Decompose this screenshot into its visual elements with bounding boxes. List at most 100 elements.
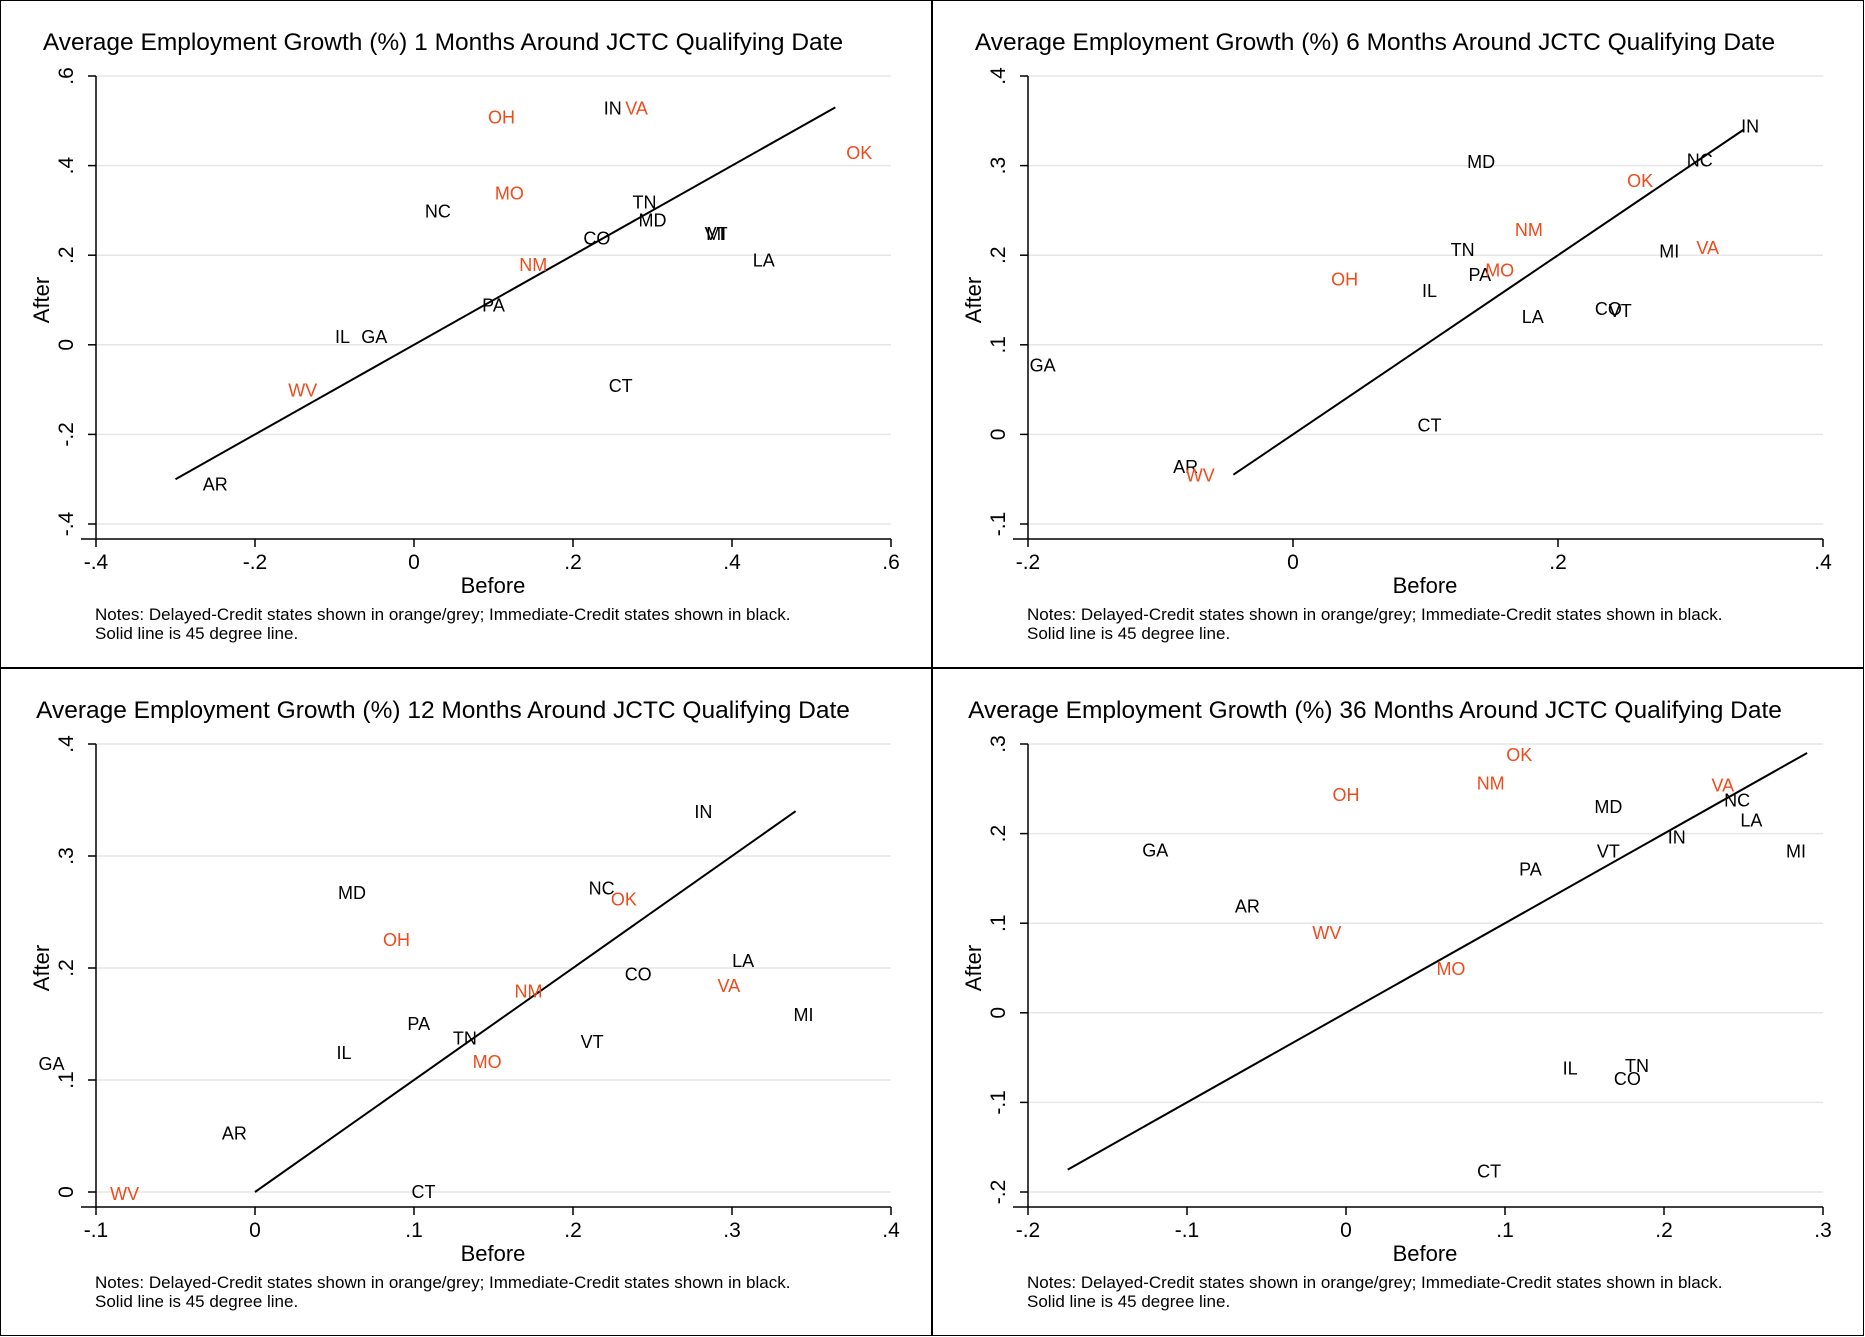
- data-point-wv: WV: [1312, 923, 1341, 943]
- x-tick-label: .4: [1814, 551, 1832, 574]
- panel-36-months: Average Employment Growth (%) 36 Months …: [932, 668, 1864, 1336]
- data-point-la: LA: [1522, 307, 1544, 327]
- data-point-oh: OH: [488, 107, 515, 127]
- x-tick-label: .2: [1655, 1219, 1673, 1242]
- data-point-vt: VT: [1609, 301, 1632, 321]
- x-tick-label: .2: [564, 1219, 582, 1242]
- y-tick-label: .2: [55, 959, 78, 977]
- x-tick-label: -.2: [243, 551, 268, 574]
- data-point-in: IN: [604, 98, 622, 118]
- data-point-tn: TN: [1625, 1056, 1649, 1076]
- x-tick-label: 0: [1340, 1219, 1352, 1242]
- data-point-vt: VT: [581, 1032, 604, 1052]
- y-tick-label: .4: [55, 735, 78, 753]
- data-point-tn: TN: [453, 1028, 477, 1048]
- data-point-ga: GA: [1030, 356, 1056, 376]
- x-tick-label: -.1: [1175, 1219, 1200, 1242]
- line-45-degree: [1067, 752, 1808, 1171]
- x-tick-label: -.2: [1016, 1219, 1041, 1242]
- y-tick-label: .3: [55, 847, 78, 865]
- y-tick-label: .2: [55, 246, 78, 264]
- data-point-mo: MO: [495, 183, 524, 203]
- data-point-il: IL: [1422, 281, 1437, 301]
- data-point-pa: PA: [407, 1014, 430, 1034]
- panel-6-months: Average Employment Growth (%) 6 Months A…: [932, 0, 1864, 668]
- data-point-mo: MO: [473, 1052, 502, 1072]
- x-tick-label: .2: [564, 551, 582, 574]
- data-point-md: MD: [639, 210, 667, 230]
- chart-notes: Notes: Delayed-Credit states shown in or…: [95, 605, 791, 643]
- y-tick-label: .3: [987, 157, 1010, 175]
- x-tick-label: -.4: [84, 551, 109, 574]
- y-tick-label: .6: [55, 67, 78, 85]
- x-axis-title: Before: [461, 1241, 526, 1266]
- y-axis-title: After: [961, 277, 986, 323]
- data-point-vt: VT: [705, 224, 728, 244]
- chart-notes: Notes: Delayed-Credit states shown in or…: [1027, 605, 1723, 643]
- x-tick-label: 0: [1287, 551, 1299, 574]
- x-tick-label: 0: [249, 1219, 261, 1242]
- chart-title: Average Employment Growth (%) 1 Months A…: [43, 29, 843, 56]
- data-point-in: IN: [1668, 827, 1686, 847]
- data-point-il: IL: [1563, 1058, 1578, 1078]
- chart-6-months: Average Employment Growth (%) 6 Months A…: [961, 29, 1832, 598]
- data-point-nc: NC: [1724, 791, 1750, 811]
- data-point-co: CO: [583, 228, 610, 248]
- y-tick-label: .4: [987, 67, 1010, 85]
- y-tick-label: 0: [55, 1186, 78, 1198]
- data-point-nm: NM: [1515, 220, 1543, 240]
- y-axis-title: After: [961, 945, 986, 991]
- data-point-vt: VT: [1597, 842, 1620, 862]
- data-point-in: IN: [694, 802, 712, 822]
- y-tick-label: .3: [987, 735, 1010, 753]
- data-point-mi: MI: [1659, 242, 1679, 262]
- panel-1-month: Average Employment Growth (%) 1 Months A…: [0, 0, 932, 668]
- data-point-co: CO: [1614, 1069, 1641, 1089]
- data-point-ct: CT: [1477, 1161, 1501, 1181]
- data-point-va: VA: [1696, 238, 1719, 258]
- y-tick-label: .2: [987, 246, 1010, 264]
- data-point-oh: OH: [1331, 269, 1358, 289]
- data-point-md: MD: [1467, 152, 1495, 172]
- data-point-wv: WV: [288, 381, 317, 401]
- chart-title: Average Employment Growth (%) 12 Months …: [36, 697, 850, 724]
- x-tick-label: .1: [405, 1219, 423, 1242]
- data-point-il: IL: [335, 327, 350, 347]
- y-tick-label: .1: [987, 336, 1010, 354]
- chart-1-month: Average Employment Growth (%) 1 Months A…: [29, 29, 900, 598]
- x-tick-label: .2: [1549, 551, 1567, 574]
- data-point-wv: WV: [1186, 466, 1215, 486]
- x-tick-label: .1: [1496, 1219, 1514, 1242]
- data-point-ct: CT: [609, 376, 633, 396]
- data-point-co: CO: [625, 965, 652, 985]
- data-point-md: MD: [1594, 797, 1622, 817]
- data-point-la: LA: [753, 251, 775, 271]
- data-point-ok: OK: [1627, 171, 1653, 191]
- data-point-nm: NM: [519, 255, 547, 275]
- data-point-mo: MO: [1485, 261, 1514, 281]
- data-point-ga: GA: [1142, 841, 1168, 861]
- data-point-oh: OH: [1333, 785, 1360, 805]
- data-point-mi: MI: [794, 1005, 814, 1025]
- x-tick-label: .3: [1814, 1219, 1832, 1242]
- data-point-nc: NC: [589, 878, 615, 898]
- line-45-degree: [175, 106, 836, 481]
- data-point-la: LA: [732, 951, 754, 971]
- data-point-ar: AR: [1173, 457, 1198, 477]
- y-axis-title: After: [29, 945, 54, 991]
- x-tick-label: 0: [408, 551, 420, 574]
- x-axis-title: Before: [461, 573, 526, 598]
- data-point-md: MD: [338, 883, 366, 903]
- data-point-pa: PA: [482, 295, 505, 315]
- data-point-nm: NM: [514, 981, 542, 1001]
- y-axis-title: After: [29, 277, 54, 323]
- chart-36-months: Average Employment Growth (%) 36 Months …: [961, 697, 1832, 1266]
- line-45-degree: [1232, 128, 1745, 476]
- chart-title: Average Employment Growth (%) 6 Months A…: [975, 29, 1775, 56]
- data-point-ga: GA: [38, 1054, 64, 1074]
- y-tick-label: -.1: [987, 512, 1010, 537]
- data-point-ok: OK: [1506, 745, 1532, 765]
- x-tick-label: .6: [882, 551, 900, 574]
- x-tick-label: .3: [723, 1219, 741, 1242]
